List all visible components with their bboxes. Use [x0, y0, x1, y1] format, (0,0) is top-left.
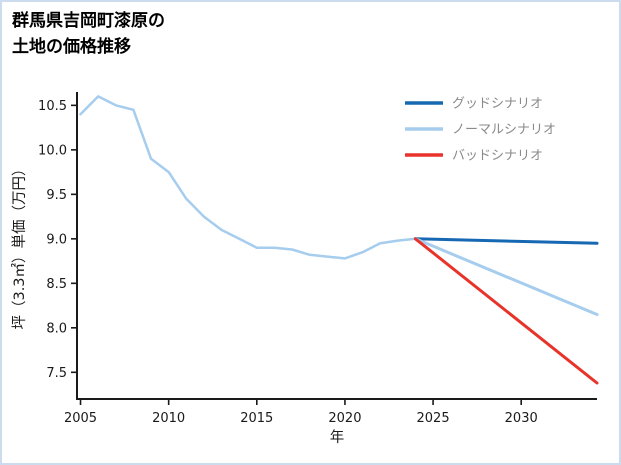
historical-line [79, 95, 417, 260]
normal-scenario-line-legend-label: ノーマルシナリオ [452, 123, 556, 138]
normal-scenario-line [413, 237, 599, 316]
x-tick-label: 2030 [505, 411, 538, 426]
chart-title-line2: 土地の価格推移 [12, 36, 131, 57]
bad-scenario-line-legend-label: バッドシナリオ [452, 149, 543, 164]
y-tick-label: 8.5 [46, 277, 67, 292]
bad-scenario-line [413, 237, 599, 385]
good-scenario-line [413, 237, 599, 245]
chart-title: 群馬県吉岡町漆原の 土地の価格推移 [12, 9, 165, 60]
good-scenario-line-legend-label: グッドシナリオ [452, 97, 543, 112]
x-axis-label: 年 [330, 429, 345, 446]
y-tick-label: 10.0 [38, 143, 67, 158]
x-tick-label: 2020 [328, 411, 361, 426]
y-tick-label: 8.0 [46, 321, 67, 336]
y-tick-label: 9.5 [46, 188, 67, 203]
x-tick-label: 2005 [64, 411, 97, 426]
y-tick-label: 10.5 [38, 99, 67, 114]
x-tick-label: 2015 [240, 411, 273, 426]
y-tick-label: 9.0 [46, 232, 67, 247]
y-tick-label: 7.5 [46, 366, 67, 381]
y-axis-label: 坪（3.3㎡）単価（万円） [11, 161, 28, 329]
x-tick-label: 2010 [152, 411, 185, 426]
x-tick-label: 2025 [417, 411, 450, 426]
chart-title-line1: 群馬県吉岡町漆原の [12, 11, 165, 31]
